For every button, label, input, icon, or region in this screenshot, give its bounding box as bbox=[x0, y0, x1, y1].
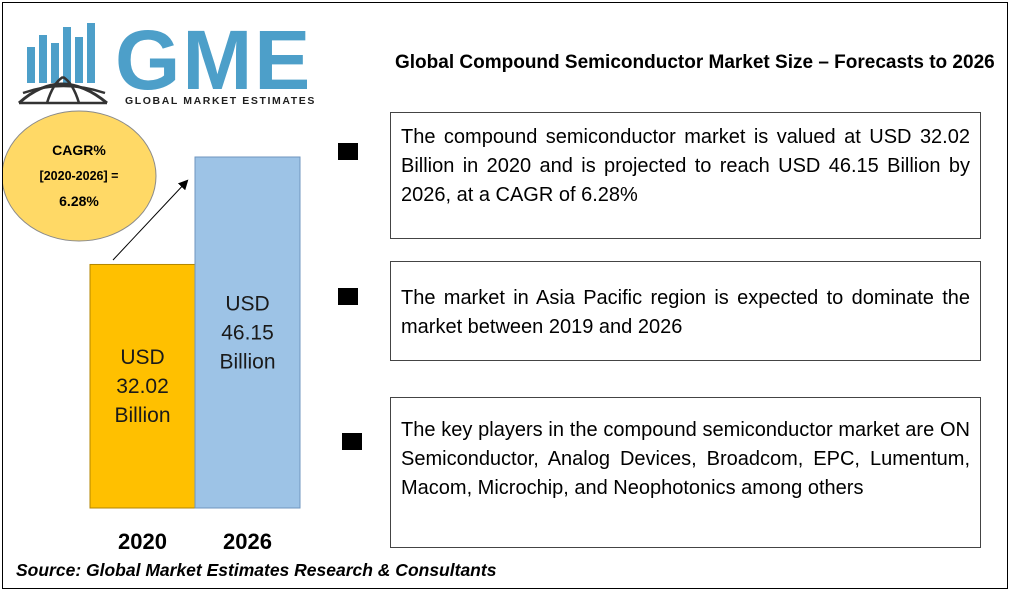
logo-tagline: GLOBAL MARKET ESTIMATES bbox=[125, 95, 316, 107]
bullet-icon bbox=[338, 288, 358, 305]
globe-bars-icon bbox=[17, 23, 108, 105]
info-box-region: The market in Asia Pacific region is exp… bbox=[390, 261, 981, 361]
page-title: Global Compound Semiconductor Market Siz… bbox=[395, 52, 995, 73]
cagr-value: 6.28% bbox=[59, 193, 99, 209]
bar-value-label: 46.15 bbox=[221, 322, 274, 345]
bar-chart: CAGR% [2020-2026] = 6.28% USD 32.02 Billio… bbox=[3, 110, 301, 554]
logo: GME bbox=[17, 21, 312, 107]
bar-value-label: USD bbox=[225, 293, 269, 316]
category-label: 2026 bbox=[223, 529, 272, 554]
bars-group: USD 32.02 Billion 2020 USD 46.15 Billion 2026 bbox=[89, 156, 301, 554]
growth-arrow bbox=[112, 179, 189, 261]
cagr-label: CAGR% bbox=[52, 142, 106, 158]
bullet-icon bbox=[342, 433, 362, 450]
bar-2020 bbox=[89, 263, 196, 509]
source-note: Source: Global Market Estimates Research… bbox=[16, 560, 497, 580]
info-box-key-players: The key players in the compound semicond… bbox=[390, 397, 981, 548]
cagr-period: [2020-2026] = bbox=[40, 169, 119, 183]
bar-value-label: 32.02 bbox=[116, 375, 169, 398]
bar-value-label: USD bbox=[120, 346, 164, 369]
category-label: 2020 bbox=[118, 529, 167, 554]
bar-2026 bbox=[194, 156, 301, 509]
bar-value-label: Billion bbox=[219, 351, 275, 374]
logo-letters: GME bbox=[115, 21, 312, 107]
bar-value-label: Billion bbox=[114, 404, 170, 427]
info-box-market-size: The compound semiconductor market is val… bbox=[390, 112, 981, 239]
bullet-icon bbox=[338, 143, 358, 160]
cagr-bubble bbox=[3, 110, 157, 242]
